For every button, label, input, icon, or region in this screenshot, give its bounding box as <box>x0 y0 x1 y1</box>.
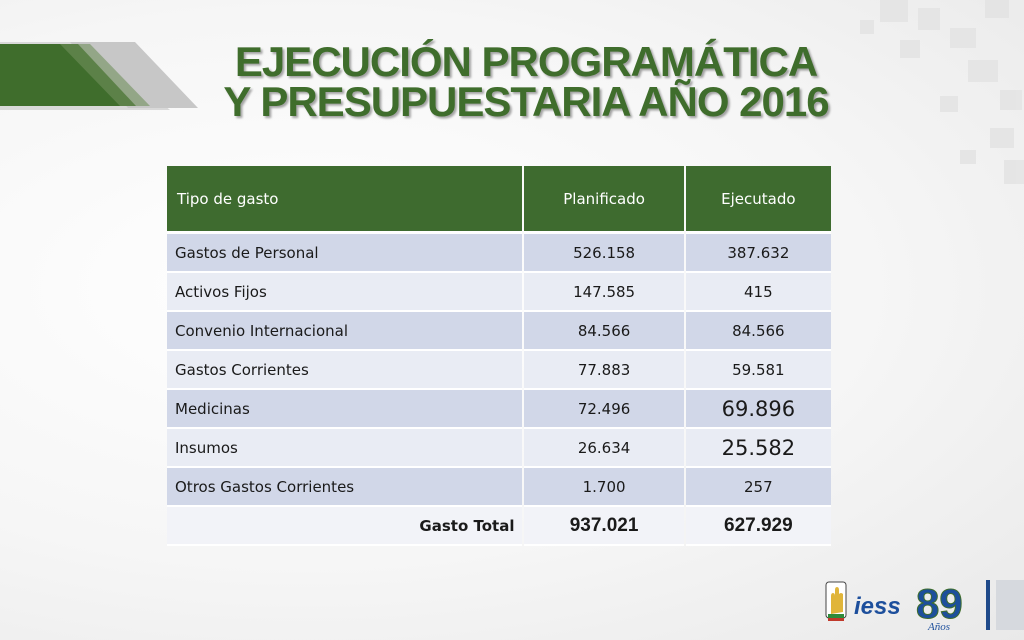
title-line-1: EJECUCIÓN PROGRAMÁTICA <box>234 38 818 85</box>
row-label: Insumos <box>167 429 523 468</box>
row-label: Convenio Internacional <box>167 312 523 351</box>
table-row: Activos Fijos 147.585 415 <box>167 273 831 312</box>
logo-brand-text: iess <box>854 593 901 620</box>
row-planificado: 1.700 <box>524 468 684 507</box>
total-planificado: 937.021 <box>524 507 684 546</box>
row-label: Medicinas <box>167 390 523 429</box>
header-tipo-de-gasto: Tipo de gasto <box>167 166 523 234</box>
row-planificado: 26.634 <box>524 429 684 468</box>
table-row: Convenio Internacional 84.566 84.566 <box>167 312 831 351</box>
row-ejecutado: 387.632 <box>685 234 831 273</box>
row-planificado: 84.566 <box>524 312 684 351</box>
row-planificado: 72.496 <box>524 390 684 429</box>
table-row: Medicinas 72.496 69.896 <box>167 390 831 429</box>
logo-years-word: Años <box>927 621 950 633</box>
total-ejecutado: 627.929 <box>685 507 831 546</box>
header-ejecutado: Ejecutado <box>685 166 831 234</box>
table-row: Gastos de Personal 526.158 387.632 <box>167 234 831 273</box>
title-line-2: Y PRESUPUESTARIA AÑO 2016 <box>223 78 829 125</box>
table-header-row: Tipo de gasto Planificado Ejecutado <box>167 166 831 234</box>
row-label: Otros Gastos Corrientes <box>167 468 523 507</box>
row-label: Gastos Corrientes <box>167 351 523 390</box>
header-planificado: Planificado <box>524 166 684 234</box>
row-planificado: 147.585 <box>524 273 684 312</box>
row-ejecutado: 257 <box>685 468 831 507</box>
row-planificado: 526.158 <box>524 234 684 273</box>
row-label: Gastos de Personal <box>167 234 523 273</box>
row-label: Activos Fijos <box>167 273 523 312</box>
row-ejecutado: 415 <box>685 273 831 312</box>
row-ejecutado: 59.581 <box>685 351 831 390</box>
iess-89-anos-logo: iess 89 Años <box>825 580 1024 633</box>
table-row: Otros Gastos Corrientes 1.700 257 <box>167 468 831 507</box>
budget-table: Tipo de gasto Planificado Ejecutado Gast… <box>165 166 833 546</box>
total-row: Gasto Total 937.021 627.929 <box>167 507 831 546</box>
row-ejecutado: 25.582 <box>685 429 831 468</box>
slide-title: EJECUCIÓN PROGRAMÁTICA Y PRESUPUESTARIA … <box>196 38 856 125</box>
row-ejecutado: 69.896 <box>685 390 831 429</box>
row-ejecutado: 84.566 <box>685 312 831 351</box>
logo-years-number: 89 <box>916 580 963 627</box>
table-row: Gastos Corrientes 77.883 59.581 <box>167 351 831 390</box>
row-planificado: 77.883 <box>524 351 684 390</box>
table-row: Insumos 26.634 25.582 <box>167 429 831 468</box>
total-label: Gasto Total <box>167 507 523 546</box>
